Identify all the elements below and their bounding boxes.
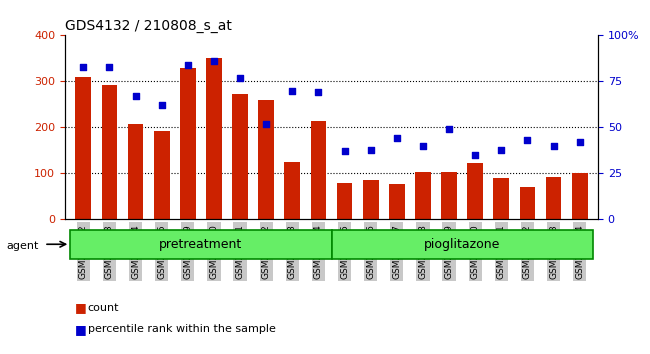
Point <box>235 75 245 81</box>
Text: ■: ■ <box>75 323 86 336</box>
Point <box>339 149 350 154</box>
Bar <box>389 184 405 219</box>
Bar <box>493 178 509 219</box>
Point <box>183 62 193 68</box>
Point <box>104 64 114 69</box>
Point <box>78 64 88 69</box>
Bar <box>311 120 326 219</box>
Point <box>261 121 272 127</box>
Point <box>209 58 219 64</box>
Bar <box>337 183 352 219</box>
FancyBboxPatch shape <box>70 230 332 258</box>
Point <box>313 90 324 95</box>
Bar <box>258 100 274 219</box>
Text: ■: ■ <box>75 302 86 314</box>
Point <box>391 136 402 141</box>
Point <box>157 103 167 108</box>
Text: count: count <box>88 303 119 313</box>
Bar <box>285 162 300 219</box>
Bar <box>75 77 91 219</box>
Text: agent: agent <box>6 241 39 251</box>
FancyBboxPatch shape <box>332 230 593 258</box>
Bar <box>127 124 144 219</box>
Bar <box>441 172 457 219</box>
Point <box>444 126 454 132</box>
Bar <box>154 131 170 219</box>
Point <box>365 147 376 152</box>
Point <box>522 137 532 143</box>
Bar <box>206 58 222 219</box>
Text: pioglitazone: pioglitazone <box>424 238 500 251</box>
Point <box>575 139 585 145</box>
Bar <box>180 68 196 219</box>
Point <box>470 152 480 158</box>
Point <box>131 93 141 99</box>
Bar <box>232 94 248 219</box>
Bar <box>363 181 378 219</box>
Text: pretreatment: pretreatment <box>159 238 242 251</box>
Text: percentile rank within the sample: percentile rank within the sample <box>88 324 276 334</box>
Point <box>496 147 506 152</box>
Bar <box>546 177 562 219</box>
Bar <box>519 187 536 219</box>
Point <box>549 143 559 149</box>
Point <box>418 143 428 149</box>
Bar <box>572 173 588 219</box>
Point <box>287 88 298 93</box>
Text: GDS4132 / 210808_s_at: GDS4132 / 210808_s_at <box>65 19 232 33</box>
Bar <box>415 172 431 219</box>
Bar <box>101 85 117 219</box>
Bar <box>467 163 483 219</box>
